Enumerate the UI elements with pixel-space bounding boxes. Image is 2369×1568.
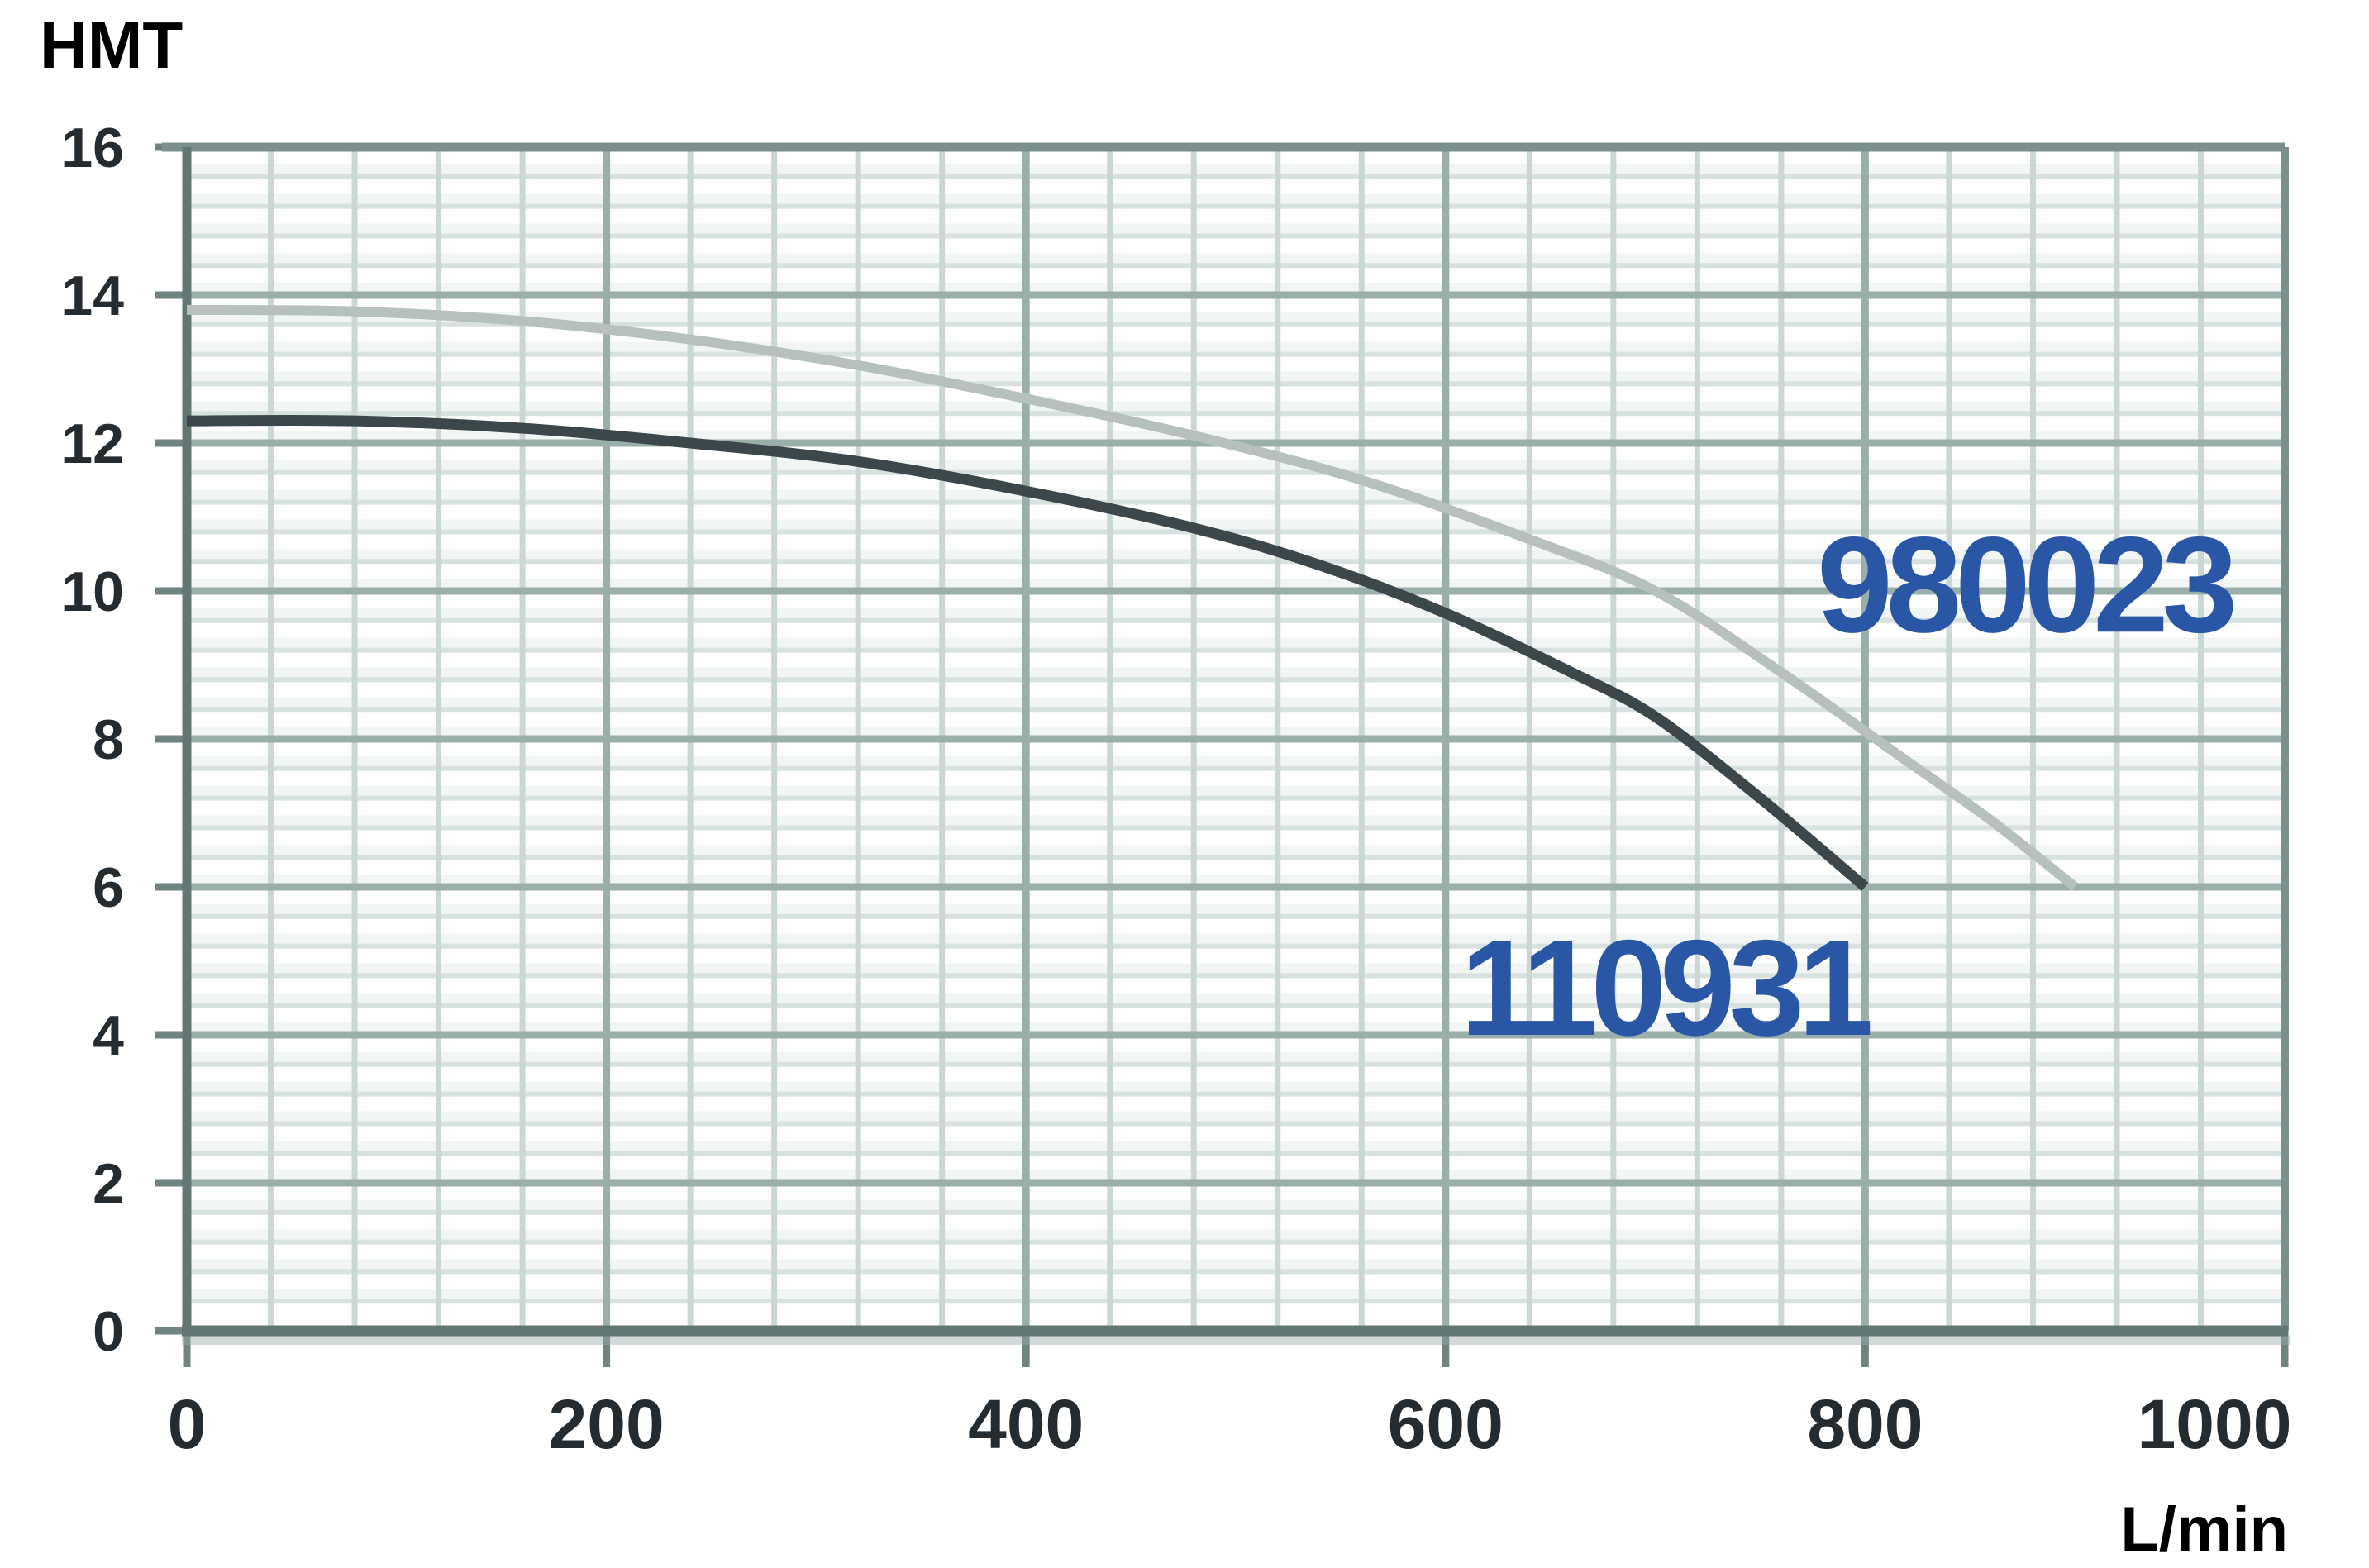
paper-band <box>187 1259 2285 1272</box>
paper-band <box>187 845 2285 858</box>
curve-980023 <box>186 304 2078 891</box>
paper-band <box>187 193 2285 207</box>
axis-frame-layer <box>155 142 2290 1367</box>
paper-band <box>187 608 2285 621</box>
paper-band <box>187 312 2285 325</box>
grid-band-layer <box>187 164 2285 1302</box>
paper-band <box>187 993 2285 1006</box>
paper-band <box>187 519 2285 532</box>
paper-band <box>187 933 2285 946</box>
x-tick-label: 800 <box>1807 1385 1923 1463</box>
y-tick-label: 14 <box>61 265 124 327</box>
grid-layer <box>187 147 2285 1331</box>
paper-band <box>187 755 2285 769</box>
paper-band <box>187 1199 2285 1213</box>
tick-label-layer: 0 2 4 6 8 10 12 14 16 0 200 400 600 800 1000 <box>61 117 2291 1463</box>
y-tick-label: 10 <box>61 560 124 623</box>
paper-band <box>187 815 2285 828</box>
series-label-980023: 980023 <box>1817 508 2233 660</box>
paper-band <box>187 401 2285 414</box>
paper-band <box>187 1289 2285 1302</box>
y-axis-title: HMT <box>40 8 183 82</box>
paper-band <box>187 667 2285 680</box>
y-tick-label: 8 <box>93 708 124 771</box>
series-label-110931: 110931 <box>1461 912 1871 1064</box>
x-tick-label: 1000 <box>2138 1385 2292 1463</box>
paper-band <box>187 1229 2285 1242</box>
paper-band <box>187 1051 2285 1065</box>
curve-110931 <box>186 414 1869 891</box>
paper-band <box>187 697 2285 710</box>
y-tick-label: 16 <box>61 117 124 179</box>
paper-band <box>187 903 2285 917</box>
paper-band <box>187 223 2285 236</box>
curve-layer <box>186 304 2078 891</box>
paper-band <box>187 371 2285 384</box>
x-tick-label: 0 <box>168 1385 207 1463</box>
paper-band <box>187 164 2285 177</box>
x-tick-label: 200 <box>549 1385 665 1463</box>
paper-band <box>187 460 2285 473</box>
paper-band <box>187 489 2285 503</box>
paper-band <box>187 637 2285 651</box>
y-tick-label: 6 <box>93 856 124 919</box>
y-tick-label: 2 <box>93 1152 124 1215</box>
y-tick-label: 0 <box>93 1300 124 1363</box>
x-axis-unit-label: L/min <box>2120 1494 2288 1564</box>
y-tick-label: 4 <box>93 1004 124 1067</box>
paper-band <box>187 549 2285 562</box>
paper-band <box>187 1081 2285 1094</box>
y-tick-label: 12 <box>61 412 124 475</box>
paper-band <box>187 1141 2285 1154</box>
paper-band <box>187 253 2285 266</box>
x-tick-label: 600 <box>1388 1385 1504 1463</box>
paper-band <box>187 963 2285 976</box>
x-tick-label: 400 <box>968 1385 1084 1463</box>
paper-band <box>187 1111 2285 1124</box>
x-axis-shadow <box>182 1335 2290 1345</box>
